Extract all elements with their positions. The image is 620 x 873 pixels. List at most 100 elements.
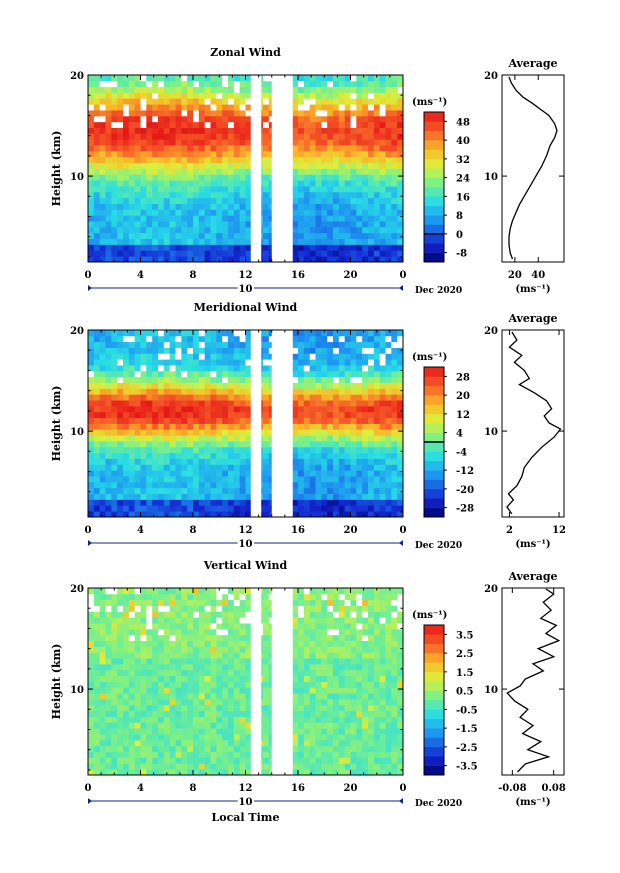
heatmap-cell <box>117 728 124 735</box>
heatmap-cell <box>210 458 217 465</box>
x-tick-label: 4 <box>137 525 144 536</box>
heatmap-cell <box>309 186 316 193</box>
heatmap-cell <box>187 156 194 164</box>
heatmap-cell <box>344 80 351 88</box>
heatmap-cell <box>134 739 141 747</box>
heatmap-cell <box>193 693 200 700</box>
heatmap-cell <box>362 464 369 471</box>
heatmap-cell <box>362 681 369 688</box>
heatmap-cell <box>105 411 112 419</box>
heatmap-cell <box>309 376 316 383</box>
heatmap-cell <box>123 441 130 448</box>
heatmap-cell <box>309 481 316 489</box>
heatmap-cell <box>123 203 130 210</box>
heatmap-cell <box>239 110 246 117</box>
heatmap-cell <box>239 757 246 764</box>
heatmap-cell <box>239 92 246 99</box>
heatmap-cell <box>193 110 200 117</box>
heatmap-cell <box>344 716 351 723</box>
heatmap-cell <box>181 423 188 430</box>
heatmap-cell <box>245 423 252 430</box>
heatmap-cell <box>263 675 270 682</box>
heatmap-cell <box>309 417 316 424</box>
heatmap-cell <box>169 646 176 653</box>
heatmap-cell <box>99 168 106 175</box>
heatmap-cell <box>181 359 188 366</box>
heatmap-cell <box>169 215 176 222</box>
heatmap-cell <box>158 382 165 389</box>
heatmap-cell <box>222 156 229 164</box>
heatmap-cell <box>333 209 340 216</box>
heatmap-cell <box>105 728 112 735</box>
heatmap-cell <box>298 405 305 413</box>
heatmap-cell <box>216 139 223 146</box>
heatmap-cell <box>134 388 141 395</box>
heatmap-cell <box>117 716 124 723</box>
heatmap-cell <box>333 139 340 146</box>
heatmap-cell <box>397 704 404 712</box>
colorbar-tick-label: -8 <box>456 249 467 260</box>
heatmap-cell <box>216 341 223 348</box>
heatmap-cell <box>169 511 176 518</box>
heatmap-cell <box>158 458 165 465</box>
heatmap-cell <box>338 244 346 251</box>
heatmap-cell <box>128 215 136 222</box>
heatmap-cell <box>391 238 398 245</box>
heatmap-cell <box>263 745 270 753</box>
heatmap-cell <box>397 156 404 164</box>
heatmap-cell <box>327 693 334 700</box>
heatmap-cell <box>111 215 118 222</box>
heatmap-cell <box>140 347 147 354</box>
heatmap-cell <box>123 232 130 240</box>
heatmap-cell <box>298 640 305 647</box>
heatmap-cell <box>181 150 188 158</box>
heatmap-cell <box>204 186 211 193</box>
heatmap-cell <box>245 658 252 665</box>
heatmap-cell <box>93 226 101 234</box>
heatmap-cell <box>216 446 223 454</box>
heatmap-cell <box>245 80 252 88</box>
heatmap-cell <box>333 104 340 111</box>
heatmap-cell <box>309 734 316 741</box>
heatmap-cell <box>222 256 229 263</box>
heatmap-cell <box>309 687 316 694</box>
heatmap-cell <box>117 734 124 741</box>
heatmap-cell <box>368 470 375 477</box>
heatmap-cell <box>263 250 270 257</box>
heatmap-cell <box>204 646 211 653</box>
heatmap-cell <box>391 681 398 688</box>
heatmap-cell <box>292 652 299 659</box>
heatmap-cell <box>379 388 386 395</box>
heatmap-cell <box>333 493 340 500</box>
heatmap-cell <box>338 98 346 105</box>
heatmap-cell <box>204 232 211 240</box>
heatmap-cell <box>233 104 241 111</box>
heatmap-cell <box>216 244 223 251</box>
heatmap-cell <box>158 127 165 134</box>
heatmap-cell <box>117 376 124 383</box>
heatmap-cell <box>239 156 246 164</box>
heatmap-cell <box>198 115 206 123</box>
heatmap-cell <box>216 417 223 424</box>
heatmap-cell <box>350 493 357 500</box>
heatmap-cell <box>158 98 165 105</box>
heatmap-cell <box>373 716 381 723</box>
heatmap-cell <box>228 446 235 454</box>
heatmap-cell <box>327 209 334 216</box>
heatmap-cell <box>105 347 112 354</box>
heatmap-cell <box>391 663 398 671</box>
heatmap-cell <box>321 145 328 152</box>
heatmap-cell <box>344 156 351 164</box>
heatmap-cell <box>385 716 392 723</box>
heatmap-cell <box>216 110 223 117</box>
heatmap-cell <box>152 388 159 395</box>
heatmap-cell <box>303 370 311 378</box>
heatmap-cell <box>111 98 118 105</box>
heatmap-cell <box>111 423 118 430</box>
heatmap-cell <box>350 487 357 495</box>
heatmap-cell <box>373 499 381 506</box>
heatmap-cell <box>88 353 95 360</box>
heatmap-cell <box>105 722 112 729</box>
heatmap-cell <box>327 115 334 123</box>
heatmap-cell <box>169 739 176 747</box>
